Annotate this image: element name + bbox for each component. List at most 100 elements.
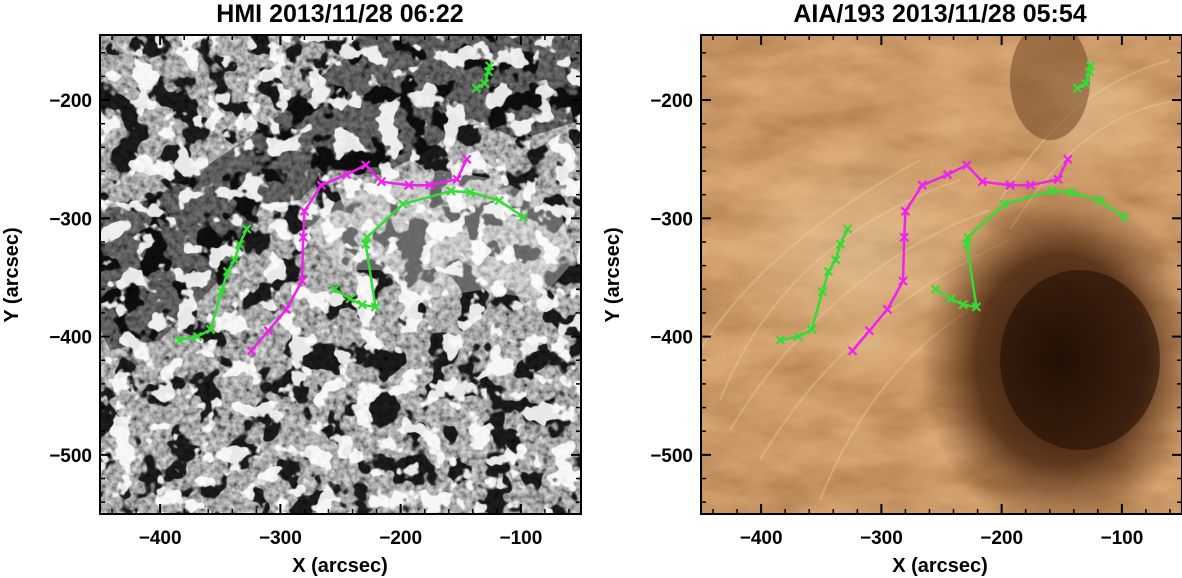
magenta-trace-point: [404, 180, 414, 190]
green-trace-point: [446, 186, 456, 196]
green-trace-point: [216, 286, 227, 297]
left-panel-title: HMI 2013/11/28 06:22: [216, 0, 463, 28]
green-trace-point: [362, 232, 372, 243]
y-tick-label: −300: [650, 209, 693, 230]
left-axes: −400 −300 −200 −100 −200 −300 −400 −500: [49, 35, 581, 549]
x-tick-label: −100: [1100, 528, 1143, 549]
magenta-trace-point: [424, 180, 435, 190]
left-x-axis-label: X (arcsec): [292, 555, 388, 577]
left-plot-frame: [99, 34, 582, 515]
magenta-trace-point: [1005, 180, 1015, 190]
green-trace-point: [471, 83, 482, 94]
y-tick-label: −500: [650, 446, 693, 467]
magenta-trace-point: [961, 160, 972, 170]
magenta-trace-point: [1062, 154, 1073, 164]
magenta-trace-point: [452, 174, 462, 185]
green-trace-point: [360, 239, 371, 250]
right-y-axis-label: Y (arcsec): [602, 227, 624, 322]
green-trace-point: [842, 224, 853, 234]
x-tick-label: −200: [379, 528, 422, 549]
right-x-axis-label: X (arcsec): [892, 555, 988, 577]
x-tick-label: −300: [860, 528, 903, 549]
hmi-magnetogram-image: [100, 35, 581, 514]
aia193-image: [701, 35, 1182, 514]
green-trace-point: [1081, 78, 1091, 89]
green-trace-point: [835, 239, 846, 250]
magenta-trace-point: [942, 169, 953, 180]
green-trace-point: [398, 199, 408, 209]
x-tick-label: −400: [740, 528, 783, 549]
magenta-trace-point: [898, 276, 908, 286]
right-panel-title: AIA/193 2013/11/28 05:54: [793, 0, 1086, 28]
green-trace-line: [475, 65, 491, 90]
magenta-trace-point: [461, 154, 472, 164]
magenta-trace-point: [297, 276, 307, 286]
magenta-trace-line: [250, 158, 468, 352]
x-tick-label: −100: [499, 528, 542, 549]
green-trace-point: [480, 78, 490, 89]
green-trace-point: [1095, 195, 1106, 206]
magenta-trace-point: [316, 180, 327, 190]
magenta-trace-point: [298, 232, 309, 243]
magenta-trace-point: [360, 160, 371, 170]
magenta-trace-point: [900, 206, 911, 217]
magenta-trace-point: [281, 304, 292, 315]
green-trace-point: [1066, 187, 1077, 198]
magenta-trace-point: [977, 176, 988, 187]
green-trace-point: [174, 335, 185, 345]
green-trace-point: [1119, 212, 1130, 222]
x-tick-label: −400: [139, 528, 182, 549]
magenta-trace-point: [376, 176, 387, 187]
green-trace-point: [830, 254, 841, 265]
green-trace-point: [823, 266, 834, 277]
magenta-trace-point: [847, 346, 858, 356]
green-trace-point: [999, 199, 1009, 209]
magenta-trace-line: [851, 158, 1069, 352]
green-trace-point: [806, 324, 817, 335]
y-tick-label: −200: [650, 91, 693, 112]
green-trace-point: [963, 232, 973, 243]
green-trace-point: [345, 293, 355, 304]
green-trace-point: [234, 239, 245, 250]
magenta-trace-point: [299, 206, 310, 217]
green-trace-point: [518, 212, 529, 222]
green-trace-point: [229, 254, 240, 265]
green-trace-point: [465, 187, 476, 198]
magenta-trace-point: [263, 325, 274, 336]
green-trace-point: [357, 299, 367, 310]
y-tick-label: −400: [49, 328, 92, 349]
green-trace-point: [192, 331, 203, 342]
green-trace-point: [241, 224, 252, 234]
green-trace-point: [1072, 83, 1083, 94]
y-tick-label: −400: [650, 328, 693, 349]
green-trace-point: [370, 302, 381, 312]
left-y-axis-label: Y (arcsec): [1, 227, 23, 322]
magenta-trace-point: [246, 346, 257, 356]
green-trace-point: [205, 324, 216, 335]
magenta-trace-point: [1053, 174, 1063, 185]
magenta-trace-point: [882, 304, 893, 315]
magenta-trace-point: [899, 232, 910, 243]
green-trace-point: [946, 293, 956, 304]
green-trace-point: [971, 302, 982, 312]
green-trace-point: [817, 286, 828, 297]
right-overlay-traces: [775, 60, 1130, 356]
x-tick-label: −300: [259, 528, 302, 549]
green-trace-point: [930, 284, 941, 295]
right-plot-frame: [700, 34, 1182, 515]
green-trace-line: [1076, 65, 1092, 90]
green-trace-point: [222, 266, 233, 277]
green-trace-point: [484, 60, 495, 71]
x-tick-label: −200: [980, 528, 1023, 549]
y-tick-label: −300: [49, 209, 92, 230]
green-trace-point: [1047, 186, 1057, 196]
green-trace-point: [329, 284, 340, 295]
magenta-trace-point: [341, 169, 352, 180]
magenta-trace-point: [917, 180, 928, 190]
green-trace-point: [1085, 60, 1096, 71]
green-trace-point: [958, 299, 968, 310]
green-trace-point: [775, 335, 786, 345]
y-tick-label: −200: [49, 91, 92, 112]
right-axes: −400 −300 −200 −100 −200 −300 −400 −500: [650, 35, 1182, 549]
